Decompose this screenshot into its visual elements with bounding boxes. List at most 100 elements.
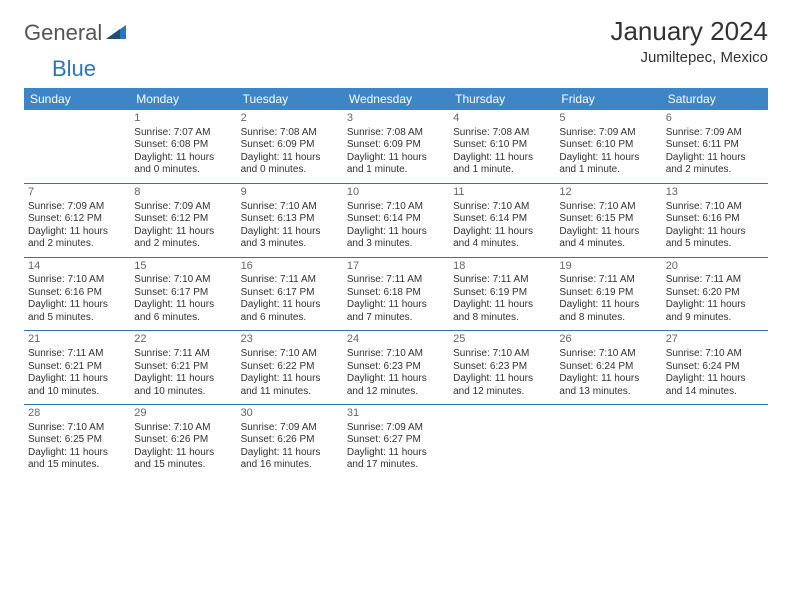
sunset-text: Sunset: 6:27 PM (347, 434, 445, 447)
day-number: 17 (347, 260, 445, 274)
daylight-text: Daylight: 11 hours and 0 minutes. (134, 152, 232, 177)
sunset-text: Sunset: 6:13 PM (241, 213, 339, 226)
sunset-text: Sunset: 6:19 PM (559, 287, 657, 300)
sunset-text: Sunset: 6:08 PM (134, 139, 232, 152)
calendar-page: General January 2024 Jumiltepec, Mexico … (0, 0, 792, 494)
sunset-text: Sunset: 6:12 PM (134, 213, 232, 226)
day-number: 27 (666, 333, 764, 347)
sunrise-text: Sunrise: 7:10 AM (241, 201, 339, 214)
sunrise-text: Sunrise: 7:10 AM (453, 348, 551, 361)
sunrise-text: Sunrise: 7:09 AM (559, 127, 657, 140)
sunset-text: Sunset: 6:17 PM (241, 287, 339, 300)
sunrise-text: Sunrise: 7:10 AM (666, 201, 764, 214)
daylight-text: Daylight: 11 hours and 12 minutes. (453, 373, 551, 398)
calendar-cell: 24Sunrise: 7:10 AMSunset: 6:23 PMDayligh… (343, 331, 449, 405)
day-number: 25 (453, 333, 551, 347)
day-number: 13 (666, 186, 764, 200)
sunset-text: Sunset: 6:24 PM (559, 361, 657, 374)
sunset-text: Sunset: 6:23 PM (453, 361, 551, 374)
calendar-cell: 1Sunrise: 7:07 AMSunset: 6:08 PMDaylight… (130, 110, 236, 183)
calendar-cell: 30Sunrise: 7:09 AMSunset: 6:26 PMDayligh… (237, 405, 343, 478)
calendar-cell: 31Sunrise: 7:09 AMSunset: 6:27 PMDayligh… (343, 405, 449, 478)
calendar-cell: 6Sunrise: 7:09 AMSunset: 6:11 PMDaylight… (662, 110, 768, 183)
day-number: 4 (453, 112, 551, 126)
sunset-text: Sunset: 6:10 PM (453, 139, 551, 152)
calendar-cell: 23Sunrise: 7:10 AMSunset: 6:22 PMDayligh… (237, 331, 343, 405)
daylight-text: Daylight: 11 hours and 8 minutes. (559, 299, 657, 324)
sunrise-text: Sunrise: 7:10 AM (134, 422, 232, 435)
weekday-tue: Tuesday (237, 88, 343, 110)
sunset-text: Sunset: 6:11 PM (666, 139, 764, 152)
calendar-cell: 5Sunrise: 7:09 AMSunset: 6:10 PMDaylight… (555, 110, 661, 183)
day-number: 1 (134, 112, 232, 126)
sunrise-text: Sunrise: 7:09 AM (134, 201, 232, 214)
day-number: 23 (241, 333, 339, 347)
sunrise-text: Sunrise: 7:11 AM (347, 274, 445, 287)
calendar-week-row: 21Sunrise: 7:11 AMSunset: 6:21 PMDayligh… (24, 331, 768, 405)
daylight-text: Daylight: 11 hours and 16 minutes. (241, 447, 339, 472)
daylight-text: Daylight: 11 hours and 2 minutes. (28, 226, 126, 251)
daylight-text: Daylight: 11 hours and 2 minutes. (134, 226, 232, 251)
weekday-mon: Monday (130, 88, 236, 110)
daylight-text: Daylight: 11 hours and 2 minutes. (666, 152, 764, 177)
weekday-sun: Sunday (24, 88, 130, 110)
daylight-text: Daylight: 11 hours and 6 minutes. (134, 299, 232, 324)
sunrise-text: Sunrise: 7:11 AM (241, 274, 339, 287)
calendar-cell (24, 110, 130, 183)
daylight-text: Daylight: 11 hours and 6 minutes. (241, 299, 339, 324)
sunrise-text: Sunrise: 7:09 AM (241, 422, 339, 435)
sunrise-text: Sunrise: 7:11 AM (134, 348, 232, 361)
location-label: Jumiltepec, Mexico (610, 49, 768, 66)
sunset-text: Sunset: 6:15 PM (559, 213, 657, 226)
daylight-text: Daylight: 11 hours and 4 minutes. (453, 226, 551, 251)
sunset-text: Sunset: 6:26 PM (241, 434, 339, 447)
sunrise-text: Sunrise: 7:10 AM (134, 274, 232, 287)
weekday-row: Sunday Monday Tuesday Wednesday Thursday… (24, 88, 768, 110)
calendar-week-row: 14Sunrise: 7:10 AMSunset: 6:16 PMDayligh… (24, 257, 768, 331)
calendar-cell (555, 405, 661, 478)
logo-text-2: Blue (24, 58, 96, 80)
sunrise-text: Sunrise: 7:10 AM (559, 201, 657, 214)
calendar-cell: 25Sunrise: 7:10 AMSunset: 6:23 PMDayligh… (449, 331, 555, 405)
day-number: 11 (453, 186, 551, 200)
calendar-cell: 2Sunrise: 7:08 AMSunset: 6:09 PMDaylight… (237, 110, 343, 183)
sunrise-text: Sunrise: 7:08 AM (453, 127, 551, 140)
sunset-text: Sunset: 6:09 PM (347, 139, 445, 152)
daylight-text: Daylight: 11 hours and 12 minutes. (347, 373, 445, 398)
sunset-text: Sunset: 6:23 PM (347, 361, 445, 374)
daylight-text: Daylight: 11 hours and 17 minutes. (347, 447, 445, 472)
logo: General (24, 16, 128, 44)
sunset-text: Sunset: 6:12 PM (28, 213, 126, 226)
calendar-body: 1Sunrise: 7:07 AMSunset: 6:08 PMDaylight… (24, 110, 768, 478)
day-number: 12 (559, 186, 657, 200)
daylight-text: Daylight: 11 hours and 1 minute. (347, 152, 445, 177)
weekday-sat: Saturday (662, 88, 768, 110)
sunset-text: Sunset: 6:10 PM (559, 139, 657, 152)
day-number: 14 (28, 260, 126, 274)
day-number: 29 (134, 407, 232, 421)
sunset-text: Sunset: 6:24 PM (666, 361, 764, 374)
sunrise-text: Sunrise: 7:10 AM (28, 422, 126, 435)
calendar-cell: 9Sunrise: 7:10 AMSunset: 6:13 PMDaylight… (237, 183, 343, 257)
daylight-text: Daylight: 11 hours and 15 minutes. (28, 447, 126, 472)
calendar-table: Sunday Monday Tuesday Wednesday Thursday… (24, 88, 768, 478)
calendar-week-row: 1Sunrise: 7:07 AMSunset: 6:08 PMDaylight… (24, 110, 768, 183)
sunrise-text: Sunrise: 7:07 AM (134, 127, 232, 140)
calendar-cell: 22Sunrise: 7:11 AMSunset: 6:21 PMDayligh… (130, 331, 236, 405)
sunrise-text: Sunrise: 7:10 AM (666, 348, 764, 361)
calendar-week-row: 28Sunrise: 7:10 AMSunset: 6:25 PMDayligh… (24, 405, 768, 478)
sunrise-text: Sunrise: 7:11 AM (453, 274, 551, 287)
calendar-cell: 18Sunrise: 7:11 AMSunset: 6:19 PMDayligh… (449, 257, 555, 331)
weekday-thu: Thursday (449, 88, 555, 110)
daylight-text: Daylight: 11 hours and 14 minutes. (666, 373, 764, 398)
calendar-head: Sunday Monday Tuesday Wednesday Thursday… (24, 88, 768, 110)
calendar-cell: 20Sunrise: 7:11 AMSunset: 6:20 PMDayligh… (662, 257, 768, 331)
sunrise-text: Sunrise: 7:10 AM (347, 348, 445, 361)
sunset-text: Sunset: 6:22 PM (241, 361, 339, 374)
calendar-cell: 14Sunrise: 7:10 AMSunset: 6:16 PMDayligh… (24, 257, 130, 331)
day-number: 22 (134, 333, 232, 347)
sunrise-text: Sunrise: 7:08 AM (347, 127, 445, 140)
sunrise-text: Sunrise: 7:11 AM (559, 274, 657, 287)
calendar-cell: 19Sunrise: 7:11 AMSunset: 6:19 PMDayligh… (555, 257, 661, 331)
sunrise-text: Sunrise: 7:11 AM (28, 348, 126, 361)
